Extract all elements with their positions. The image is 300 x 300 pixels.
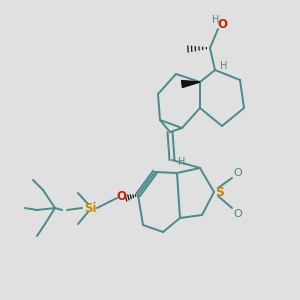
Text: H: H <box>220 61 228 71</box>
Text: O: O <box>234 209 242 219</box>
Text: H: H <box>212 15 220 25</box>
Text: Si: Si <box>84 202 96 214</box>
Text: S: S <box>215 185 224 199</box>
Text: O: O <box>116 190 126 203</box>
Text: H: H <box>178 157 186 167</box>
Text: O: O <box>234 168 242 178</box>
Polygon shape <box>182 80 200 88</box>
Text: O: O <box>217 19 227 32</box>
